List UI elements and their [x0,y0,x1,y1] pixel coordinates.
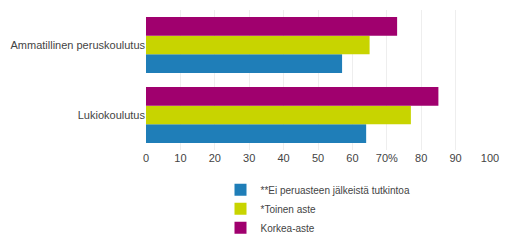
svg-text:*Toinen aste: *Toinen aste [261,204,316,215]
svg-text:**Ei peruasteen jälkeistä tutk: **Ei peruasteen jälkeistä tutkintoa [261,185,410,196]
svg-text:30: 30 [243,152,255,164]
svg-text:70%: 70% [376,152,398,164]
svg-text:60: 60 [346,152,358,164]
svg-text:Lukiokoulutus: Lukiokoulutus [78,109,146,121]
svg-text:80: 80 [415,152,427,164]
svg-text:10: 10 [174,152,186,164]
svg-text:Korkea-aste: Korkea-aste [261,223,315,234]
svg-text:Ammatillinen peruskoulutus: Ammatillinen peruskoulutus [10,39,145,51]
svg-text:0: 0 [143,152,149,164]
svg-text:90: 90 [449,152,461,164]
svg-text:50: 50 [312,152,324,164]
svg-text:20: 20 [209,152,221,164]
svg-text:40: 40 [277,152,289,164]
svg-text:100: 100 [481,152,499,164]
